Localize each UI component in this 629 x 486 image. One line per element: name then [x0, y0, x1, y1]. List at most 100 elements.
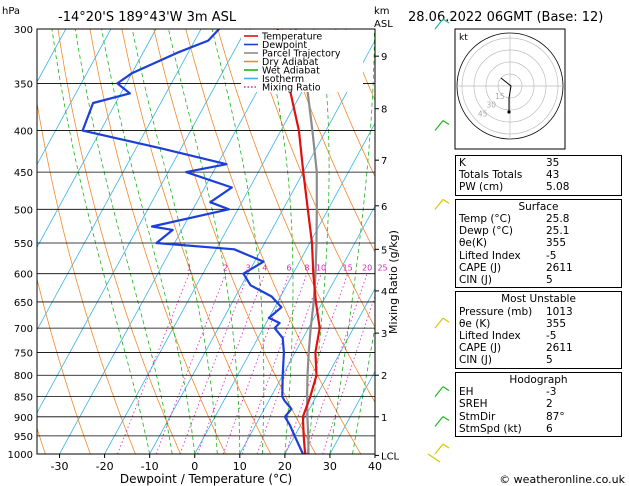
wet-adiabat-line — [329, 29, 375, 454]
wind-barb — [434, 18, 450, 30]
isotherm-line — [284, 287, 375, 454]
index-row-k: K 35 — [459, 157, 560, 169]
wet-adiabat-line — [307, 29, 330, 454]
pressure-tick-label: 900 — [14, 413, 33, 424]
wet-adiabat-line — [168, 29, 241, 454]
wind-barb-staff — [434, 18, 444, 30]
surface-row: Lifted Index -5 — [459, 249, 557, 262]
surface-row: Temp (°C) 25.8 — [459, 213, 570, 226]
surface-row: θe(K) 355 — [459, 237, 567, 250]
pressure-tick-label: 350 — [14, 79, 33, 90]
legend-label: Dewpoint — [262, 40, 307, 51]
hodograph-ring-label: 30 — [487, 101, 497, 110]
km-tick-label: 8 — [381, 105, 387, 116]
hodograph-rings — [457, 33, 563, 139]
surface-row: Dewp (°C) 25.1 — [459, 225, 570, 238]
x-axis-label: Dewpoint / Temperature (°C) — [120, 472, 292, 486]
hodograph-trace — [500, 77, 512, 112]
pressure-tick-label: 700 — [14, 324, 33, 335]
mu-row: θe (K) 355 — [459, 317, 567, 330]
pressure-tick-label: 450 — [14, 168, 33, 179]
temperature-tick-label: 30 — [323, 460, 337, 473]
dewpoint-line — [81, 29, 305, 454]
wind-barb-flag — [442, 198, 450, 204]
temperature-line — [276, 29, 321, 454]
hodo-row: SREH 2 — [459, 398, 553, 411]
hodograph-title: Hodograph — [509, 373, 568, 386]
km-tick-label: 3 — [381, 329, 387, 340]
isotherm-line — [37, 29, 247, 414]
hodograph-ring-label: 15 — [495, 92, 505, 101]
km-tick-label: 2 — [381, 371, 387, 382]
km-tick-label: 5 — [381, 245, 387, 256]
wind-barb — [434, 198, 450, 210]
wind-barb — [434, 415, 450, 427]
dry-adiabat-line — [37, 100, 136, 454]
legend-label: Wet Adiabat — [262, 66, 320, 77]
km-tick-label: 7 — [381, 156, 387, 167]
surface-row: CAPE (J) 2611 — [459, 261, 573, 274]
km-tick-label: 1 — [381, 413, 387, 424]
mixing-ratio-label: 3 — [246, 264, 251, 273]
wind-barb — [434, 120, 450, 131]
wind-barb-flag — [442, 443, 450, 449]
km-tick-label: 6 — [381, 202, 387, 213]
mixing-ratio-label: 2 — [223, 264, 228, 273]
dry-adiabat-line — [313, 29, 375, 178]
temperature-tick-label: 20 — [278, 460, 292, 473]
wind-barb — [434, 317, 450, 329]
wet-adiabat-line — [131, 29, 218, 454]
datetime-title: 28.06.2022 06GMT (Base: 12) — [408, 10, 603, 25]
mixing-ratio-line — [179, 273, 249, 454]
wind-barb-flag — [442, 317, 450, 323]
hodo-row: StmSpd (kt) 6 — [459, 422, 553, 435]
dry-adiabat-line — [121, 29, 272, 454]
isotherm-line — [194, 122, 375, 454]
pressure-tick-label: 400 — [14, 127, 33, 138]
temperature-tick-label: -30 — [51, 460, 69, 473]
mu-row: Pressure (mb) 1013 — [459, 305, 573, 318]
wet-adiabat-line — [211, 29, 265, 454]
legend-label: Isotherm — [262, 74, 304, 85]
copyright: © weatheronline.co.uk — [499, 473, 625, 486]
wind-barb-staff — [434, 416, 444, 427]
mixing-ratio-label: 8 — [304, 264, 309, 273]
wind-barb-staff — [434, 443, 444, 455]
pressure-tick-label: 650 — [14, 298, 33, 309]
wet-adiabat-line — [51, 29, 151, 454]
temperature-tick-label: -10 — [141, 460, 159, 473]
mixing-ratio-line — [222, 273, 290, 454]
wet-adiabat-line — [352, 324, 375, 454]
mixing-ratio-label: 1 — [187, 264, 192, 273]
isotherm-line — [59, 29, 292, 454]
pressure-tick-label: 750 — [14, 348, 33, 359]
isotherm-line — [37, 29, 112, 166]
hpa-label: hPa — [2, 6, 20, 17]
legend-label: Dry Adiabat — [262, 57, 319, 68]
surface-row: CIN (J) 5 — [459, 274, 553, 286]
wind-barb-staff — [434, 317, 444, 329]
wind-barb-flag — [442, 120, 450, 126]
wind-barb-staff — [434, 198, 444, 210]
pressure-tick-label: 1000 — [8, 450, 33, 461]
wind-barb-staff — [434, 120, 444, 131]
wind-barb-flag — [442, 386, 450, 392]
isotherm-line — [329, 370, 375, 454]
temperature-tick-label: 40 — [368, 460, 382, 473]
pressure-tick-label: 300 — [14, 25, 33, 36]
surface-title: Surface — [518, 200, 559, 213]
isotherm-line — [149, 39, 375, 454]
pressure-tick-label: 550 — [14, 239, 33, 250]
legend-label: Parcel Trajectory — [262, 49, 341, 60]
mu-row: CIN (J) 5 — [459, 354, 553, 367]
pressure-tick-label: 500 — [14, 205, 33, 216]
surface-block: Surface Temp (°C) 25.8 Dewp (°C) 25.1 θe(K… — [455, 198, 622, 289]
mu-row: CAPE (J) 2611 — [459, 342, 573, 355]
mixing-ratio-label: 25 — [377, 264, 387, 273]
pressure-tick-label: 800 — [14, 371, 33, 382]
isotherm-line — [104, 29, 337, 454]
hodograph-box — [454, 28, 566, 150]
mixing-ratio-label: 6 — [286, 264, 291, 273]
mixing-ratio-axis-label: Mixing Ratio (g/kg) — [387, 230, 400, 334]
hodograph-kt-label: kt — [459, 33, 468, 43]
